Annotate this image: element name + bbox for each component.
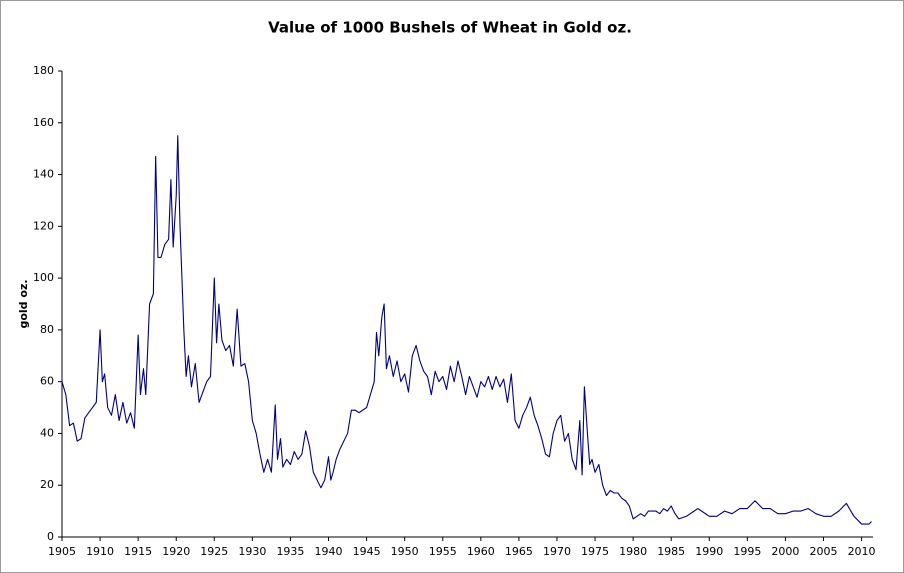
x-tick-label: 1915 bbox=[124, 545, 152, 558]
x-tick-label: 1935 bbox=[276, 545, 304, 558]
y-axis-label: gold oz. bbox=[17, 279, 30, 328]
x-tick-label: 1910 bbox=[86, 545, 114, 558]
x-tick-label: 1950 bbox=[391, 545, 419, 558]
x-tick-label: 1955 bbox=[429, 545, 457, 558]
x-tick-label: 1990 bbox=[695, 545, 723, 558]
x-tick-label: 1980 bbox=[619, 545, 647, 558]
y-tick-label: 100 bbox=[33, 271, 54, 284]
x-tick-label: 2005 bbox=[810, 545, 838, 558]
y-tick-label: 160 bbox=[33, 116, 54, 129]
data-line bbox=[61, 135, 872, 525]
x-tick-label: 1995 bbox=[733, 545, 761, 558]
y-tick-label: 140 bbox=[33, 168, 54, 181]
x-tick-label: 1925 bbox=[200, 545, 228, 558]
x-tick-label: 1985 bbox=[657, 545, 685, 558]
y-tick-label: 180 bbox=[33, 64, 54, 77]
x-tick-label: 2010 bbox=[848, 545, 876, 558]
x-tick-label: 1945 bbox=[353, 545, 381, 558]
x-tick-label: 1905 bbox=[48, 545, 76, 558]
x-tick-label: 1960 bbox=[467, 545, 495, 558]
x-tick-label: 1940 bbox=[315, 545, 343, 558]
y-tick-label: 120 bbox=[33, 219, 54, 232]
x-tick-label: 2000 bbox=[771, 545, 799, 558]
y-tick-label: 80 bbox=[40, 323, 54, 336]
y-tick-label: 40 bbox=[40, 426, 54, 439]
x-tick-label: 1920 bbox=[162, 545, 190, 558]
y-tick-label: 0 bbox=[47, 530, 54, 543]
y-tick-label: 20 bbox=[40, 478, 54, 491]
x-tick-label: 1970 bbox=[543, 545, 571, 558]
y-tick-label: 60 bbox=[40, 375, 54, 388]
chart-title: Value of 1000 Bushels of Wheat in Gold o… bbox=[268, 19, 632, 37]
x-tick-label: 1930 bbox=[238, 545, 266, 558]
x-tick-label: 1975 bbox=[581, 545, 609, 558]
x-tick-label: 1965 bbox=[505, 545, 533, 558]
